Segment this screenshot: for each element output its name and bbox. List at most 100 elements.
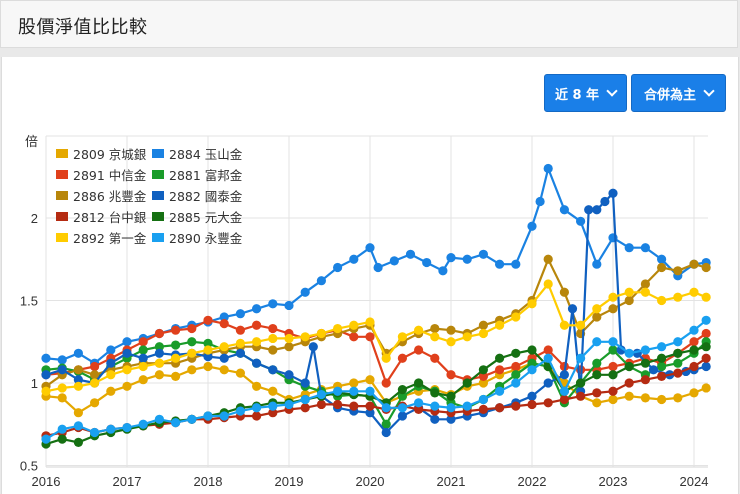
data-point[interactable] xyxy=(73,348,83,358)
data-point[interactable] xyxy=(495,365,505,375)
data-point[interactable] xyxy=(673,266,683,276)
data-point[interactable] xyxy=(219,319,229,329)
data-point[interactable] xyxy=(219,312,229,322)
data-point[interactable] xyxy=(430,332,440,342)
data-point[interactable] xyxy=(349,320,359,330)
data-point[interactable] xyxy=(673,292,683,302)
data-point[interactable] xyxy=(478,371,488,381)
data-point[interactable] xyxy=(462,378,472,388)
data-point[interactable] xyxy=(511,401,521,411)
data-point[interactable] xyxy=(689,259,699,269)
data-point[interactable] xyxy=(592,304,602,314)
data-point[interactable] xyxy=(535,196,545,207)
data-point[interactable] xyxy=(478,328,488,339)
data-point[interactable] xyxy=(203,352,213,362)
data-point[interactable] xyxy=(171,325,181,335)
data-point[interactable] xyxy=(252,304,262,314)
legend-item[interactable]: 2884 玉山金 xyxy=(152,145,248,162)
data-point[interactable] xyxy=(397,403,407,413)
data-point[interactable] xyxy=(73,437,83,447)
data-point[interactable] xyxy=(187,323,197,334)
data-point[interactable] xyxy=(381,403,391,413)
data-point[interactable] xyxy=(219,365,229,375)
data-point[interactable] xyxy=(252,320,262,330)
data-point[interactable] xyxy=(592,312,602,322)
data-point[interactable] xyxy=(462,254,472,264)
data-point[interactable] xyxy=(57,365,67,375)
data-point[interactable] xyxy=(154,328,164,339)
data-point[interactable] xyxy=(576,320,586,330)
data-point[interactable] xyxy=(219,411,229,421)
data-point[interactable] xyxy=(284,300,294,311)
data-point[interactable] xyxy=(657,262,667,273)
data-point[interactable] xyxy=(300,378,310,388)
data-point[interactable] xyxy=(252,411,262,421)
legend-item[interactable]: 2885 元大金 xyxy=(152,208,248,225)
data-point[interactable] xyxy=(608,361,618,372)
data-point[interactable] xyxy=(462,332,472,342)
data-point[interactable] xyxy=(446,414,456,424)
data-point[interactable] xyxy=(438,266,448,276)
data-point[interactable] xyxy=(511,361,521,372)
data-point[interactable] xyxy=(608,345,618,355)
data-point[interactable] xyxy=(640,393,651,403)
data-point[interactable] xyxy=(235,368,245,378)
data-point[interactable] xyxy=(608,304,618,314)
data-point[interactable] xyxy=(365,386,375,396)
data-point[interactable] xyxy=(657,342,667,352)
data-point[interactable] xyxy=(73,421,83,431)
data-point[interactable] xyxy=(446,403,456,413)
data-point[interactable] xyxy=(308,342,318,352)
data-point[interactable] xyxy=(235,348,245,358)
data-point[interactable] xyxy=(90,361,100,372)
data-point[interactable] xyxy=(90,370,100,380)
data-point[interactable] xyxy=(57,434,67,444)
data-point[interactable] xyxy=(689,388,699,398)
data-point[interactable] xyxy=(430,353,440,363)
data-point[interactable] xyxy=(689,361,699,372)
data-point[interactable] xyxy=(316,399,326,410)
data-point[interactable] xyxy=(138,337,148,347)
data-point[interactable] xyxy=(138,353,148,363)
data-point[interactable] xyxy=(268,345,278,355)
data-point[interactable] xyxy=(657,353,667,363)
data-point[interactable] xyxy=(333,262,343,273)
series-line[interactable] xyxy=(41,315,711,444)
legend-item[interactable]: 2891 中信金 xyxy=(56,166,152,183)
data-point[interactable] xyxy=(349,254,359,264)
data-point[interactable] xyxy=(592,259,602,269)
data-point[interactable] xyxy=(478,404,488,414)
data-point[interactable] xyxy=(268,386,278,396)
data-point[interactable] xyxy=(608,337,618,347)
data-point[interactable] xyxy=(495,403,505,413)
data-point[interactable] xyxy=(349,401,359,411)
legend-item[interactable]: 2809 京城銀 xyxy=(56,145,152,162)
data-point[interactable] xyxy=(527,345,537,355)
data-point[interactable] xyxy=(203,338,213,348)
data-point[interactable] xyxy=(106,358,116,368)
data-point[interactable] xyxy=(689,345,699,355)
data-point[interactable] xyxy=(576,353,586,363)
data-point[interactable] xyxy=(252,337,262,347)
data-point[interactable] xyxy=(73,381,83,391)
data-point[interactable] xyxy=(673,358,683,368)
legend-item[interactable]: 2882 國泰金 xyxy=(152,187,248,204)
data-point[interactable] xyxy=(689,287,699,297)
data-point[interactable] xyxy=(657,254,667,264)
data-point[interactable] xyxy=(527,299,537,309)
data-point[interactable] xyxy=(608,188,618,198)
legend-item[interactable]: 2892 第一金 xyxy=(56,229,152,246)
data-point[interactable] xyxy=(576,391,586,401)
data-point[interactable] xyxy=(600,196,610,207)
data-point[interactable] xyxy=(559,205,570,215)
data-point[interactable] xyxy=(592,205,602,215)
data-point[interactable] xyxy=(106,386,116,396)
data-point[interactable] xyxy=(640,279,651,289)
data-point[interactable] xyxy=(592,370,602,380)
data-point[interactable] xyxy=(373,262,383,273)
data-point[interactable] xyxy=(122,381,132,391)
data-point[interactable] xyxy=(90,427,100,438)
data-point[interactable] xyxy=(414,345,424,355)
data-point[interactable] xyxy=(122,365,132,375)
data-point[interactable] xyxy=(122,422,132,433)
